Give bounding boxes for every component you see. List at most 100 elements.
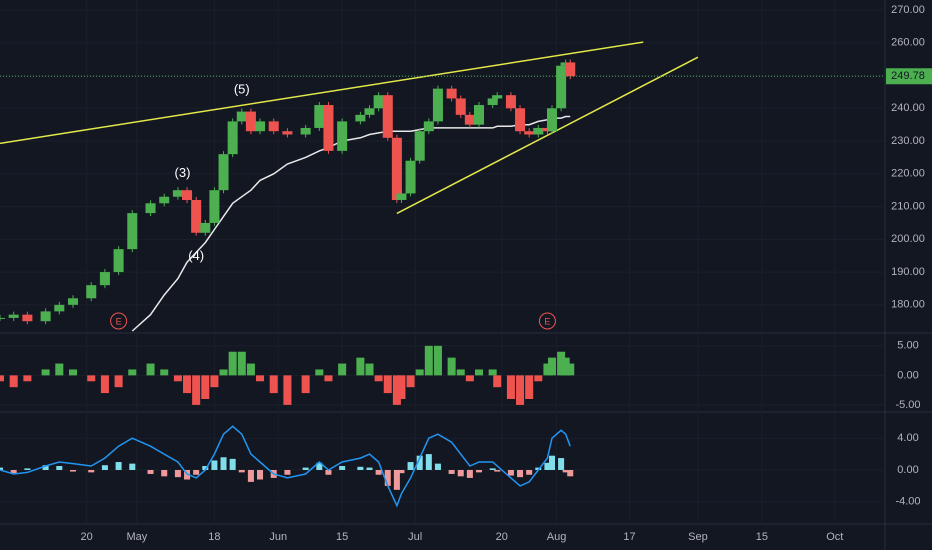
macd-histogram-bar bbox=[211, 460, 218, 470]
values-line bbox=[0, 425, 571, 508]
macd-histogram-bar bbox=[384, 469, 391, 486]
candle bbox=[8, 314, 19, 318]
x-tick-label: Jul bbox=[408, 531, 422, 543]
macd-histogram-bar bbox=[357, 466, 364, 470]
y-tick-label: 220.00 bbox=[891, 168, 925, 180]
macd-histogram-bar bbox=[544, 462, 551, 470]
histogram-bar bbox=[356, 357, 365, 376]
macd-histogram-bar bbox=[562, 469, 569, 473]
candle bbox=[268, 121, 279, 132]
histogram-bar bbox=[566, 363, 575, 376]
macd-histogram-bar bbox=[129, 463, 136, 470]
y-tick-label: 5.00 bbox=[897, 340, 918, 352]
histogram-bar bbox=[525, 375, 534, 399]
last-price-box bbox=[886, 68, 932, 85]
candle bbox=[22, 314, 33, 322]
histogram-bar bbox=[219, 369, 228, 376]
histogram-bar bbox=[374, 375, 383, 382]
candle bbox=[565, 62, 576, 77]
histogram-bar bbox=[160, 369, 169, 376]
candle bbox=[533, 127, 544, 135]
macd-histogram-bar bbox=[88, 469, 95, 473]
histogram-bar bbox=[201, 375, 210, 399]
x-tick-label: 18 bbox=[208, 531, 220, 543]
histogram-bar bbox=[465, 375, 474, 382]
x-tick-label: 15 bbox=[756, 531, 768, 543]
histogram-bar bbox=[192, 375, 201, 405]
x-tick-label: 20 bbox=[496, 531, 508, 543]
trendline bbox=[0, 41, 644, 145]
macd-histogram-bar bbox=[115, 462, 122, 470]
candle bbox=[182, 190, 193, 201]
candle bbox=[515, 108, 526, 132]
candle bbox=[524, 131, 535, 135]
candle bbox=[446, 88, 457, 99]
histogram-bar bbox=[0, 375, 5, 382]
candle bbox=[99, 272, 110, 286]
y-tick-label: 240.00 bbox=[891, 102, 925, 114]
candle bbox=[191, 200, 202, 233]
candle bbox=[127, 213, 138, 250]
macd-histogram-bar bbox=[434, 463, 441, 470]
candle bbox=[455, 98, 466, 115]
x-tick-label: 20 bbox=[81, 531, 93, 543]
candle bbox=[423, 121, 434, 132]
y-tick-label: 4.00 bbox=[897, 432, 918, 444]
candle bbox=[236, 111, 247, 122]
macd-histogram-bar bbox=[238, 469, 245, 473]
histogram-bar bbox=[301, 375, 310, 394]
candle bbox=[337, 121, 348, 151]
candle bbox=[355, 114, 366, 122]
macd-histogram-bar bbox=[448, 469, 455, 474]
histogram-bar bbox=[324, 375, 333, 382]
y-tick-label: 200.00 bbox=[891, 233, 925, 245]
candle bbox=[414, 131, 425, 161]
macd-histogram-bar bbox=[220, 457, 227, 470]
earnings-label: E bbox=[544, 316, 550, 326]
macd-histogram-bar bbox=[558, 458, 565, 470]
histogram-bar bbox=[397, 375, 406, 399]
macd-histogram-bar bbox=[10, 469, 17, 474]
wave-label: (4) bbox=[188, 248, 204, 263]
candle bbox=[487, 98, 498, 106]
candle bbox=[218, 154, 229, 191]
histogram-bar bbox=[338, 363, 347, 376]
macd-histogram-bar bbox=[316, 462, 323, 470]
macd-histogram-bar bbox=[494, 469, 501, 472]
macd-histogram-bar bbox=[161, 469, 168, 477]
histogram-bar bbox=[488, 369, 497, 376]
candle bbox=[159, 196, 170, 204]
histogram-bar bbox=[547, 357, 556, 376]
histogram-bar bbox=[87, 375, 96, 382]
histogram-bar bbox=[557, 351, 566, 376]
y-tick-label: 210.00 bbox=[891, 200, 925, 212]
candle bbox=[396, 193, 407, 201]
candle bbox=[86, 285, 97, 299]
macd-histogram-bar bbox=[42, 465, 49, 470]
candle bbox=[145, 203, 156, 214]
last-price-label: 249.78 bbox=[891, 70, 925, 82]
macd-histogram-bar bbox=[325, 469, 332, 475]
macd-histogram-bar bbox=[567, 469, 574, 477]
macd-histogram-bar bbox=[366, 467, 373, 470]
y-tick-label: 0.00 bbox=[897, 369, 918, 381]
histogram-bar bbox=[447, 357, 456, 376]
histogram-bar bbox=[383, 375, 392, 394]
macd-histogram-bar bbox=[375, 469, 382, 475]
histogram-bar bbox=[9, 375, 18, 388]
candle bbox=[323, 105, 334, 151]
x-tick-label: May bbox=[126, 531, 147, 543]
histogram-bar bbox=[55, 363, 64, 376]
histogram-bar bbox=[283, 375, 292, 405]
y-tick-label: -4.00 bbox=[895, 496, 920, 508]
macd-histogram-bar bbox=[247, 469, 254, 482]
x-tick-label: 15 bbox=[336, 531, 348, 543]
candle bbox=[492, 95, 503, 99]
y-tick-label: 190.00 bbox=[891, 266, 925, 278]
earnings-marker bbox=[538, 312, 556, 330]
histogram-bar bbox=[424, 345, 433, 376]
macd-histogram-bar bbox=[257, 469, 264, 480]
macd-histogram-bar bbox=[548, 455, 555, 470]
candle bbox=[113, 249, 124, 273]
macd-histogram-bar bbox=[193, 469, 200, 475]
